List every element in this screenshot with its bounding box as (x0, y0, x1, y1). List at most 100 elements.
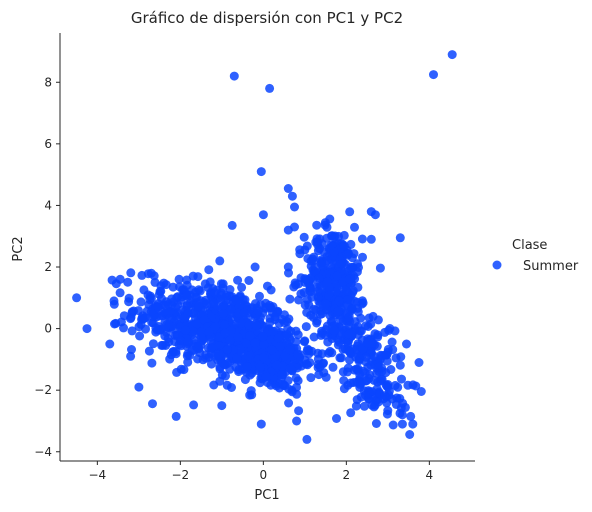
data-point (355, 326, 365, 336)
data-point (221, 371, 230, 381)
data-point (390, 381, 400, 390)
data-point (205, 277, 215, 287)
data-point (325, 214, 335, 224)
data-points (72, 50, 457, 444)
data-point (268, 326, 278, 336)
data-point (266, 285, 276, 295)
data-point (168, 297, 178, 307)
data-point (285, 345, 295, 355)
data-point (226, 304, 236, 314)
data-point (189, 400, 199, 410)
data-point (303, 254, 313, 264)
data-point (353, 282, 363, 292)
data-point (313, 286, 323, 296)
data-point (316, 330, 326, 340)
data-point (396, 403, 406, 413)
x-tick-label: −2 (171, 468, 189, 482)
data-point (283, 184, 293, 193)
data-point (172, 330, 182, 340)
data-point (182, 351, 192, 361)
data-point (290, 222, 299, 232)
data-point (138, 311, 148, 321)
data-point (337, 328, 347, 338)
data-point (292, 389, 302, 399)
data-point (369, 351, 379, 361)
data-point (368, 338, 378, 348)
data-point (299, 337, 309, 347)
data-point (223, 345, 232, 354)
data-point (395, 360, 405, 370)
data-point (322, 321, 332, 331)
data-point (362, 376, 372, 386)
data-point (356, 392, 366, 402)
data-point (300, 277, 310, 287)
data-point (319, 247, 329, 257)
data-point (115, 288, 125, 298)
y-tick-label: −2 (34, 383, 52, 397)
data-point (284, 314, 294, 324)
data-point (350, 222, 359, 232)
x-tick-label: 0 (260, 468, 268, 482)
data-point (336, 259, 346, 269)
data-point (258, 210, 268, 220)
data-point (368, 311, 378, 321)
data-point (323, 337, 333, 347)
data-point (147, 358, 157, 368)
data-point (215, 362, 225, 372)
data-point (137, 270, 147, 280)
data-point (301, 322, 311, 332)
data-point (284, 398, 294, 408)
y-tick-label: 8 (44, 75, 52, 89)
data-point (382, 409, 392, 419)
legend-title: Clase (512, 238, 547, 253)
data-point (110, 319, 119, 329)
data-point (250, 338, 260, 348)
data-point (272, 360, 282, 370)
data-point (408, 419, 418, 429)
data-point (215, 376, 225, 386)
data-point (216, 288, 226, 298)
data-point (265, 83, 275, 93)
data-point (429, 70, 438, 80)
data-point (325, 311, 335, 321)
data-point (397, 374, 406, 384)
data-point (144, 346, 154, 356)
data-point (181, 325, 191, 335)
data-point (259, 353, 269, 363)
data-point (380, 391, 390, 401)
data-point (123, 277, 133, 287)
data-point (361, 352, 371, 362)
data-point (136, 297, 146, 307)
data-point (267, 345, 277, 355)
data-point (183, 309, 193, 319)
data-point (403, 380, 413, 390)
data-point (129, 306, 139, 316)
data-point (210, 322, 220, 332)
data-point (344, 347, 354, 357)
data-point (196, 332, 206, 342)
legend: Clase Summer (492, 238, 579, 274)
data-point (194, 302, 204, 311)
data-point (148, 339, 158, 349)
data-point (161, 280, 171, 290)
data-point (346, 408, 356, 418)
data-point (397, 410, 407, 420)
data-point (161, 300, 170, 310)
data-point (245, 331, 255, 341)
data-point (154, 322, 164, 331)
data-point (225, 335, 235, 345)
data-point (290, 278, 300, 288)
data-point (282, 330, 292, 339)
y-tick-label: 6 (44, 137, 52, 151)
data-point (372, 368, 382, 378)
data-point (227, 220, 237, 230)
data-point (207, 359, 216, 369)
data-point (374, 397, 383, 407)
data-point (387, 337, 397, 347)
data-point (124, 293, 134, 303)
data-point (148, 399, 157, 409)
data-point (165, 314, 175, 324)
data-point (314, 273, 324, 283)
data-point (322, 277, 332, 287)
data-point (382, 381, 392, 391)
